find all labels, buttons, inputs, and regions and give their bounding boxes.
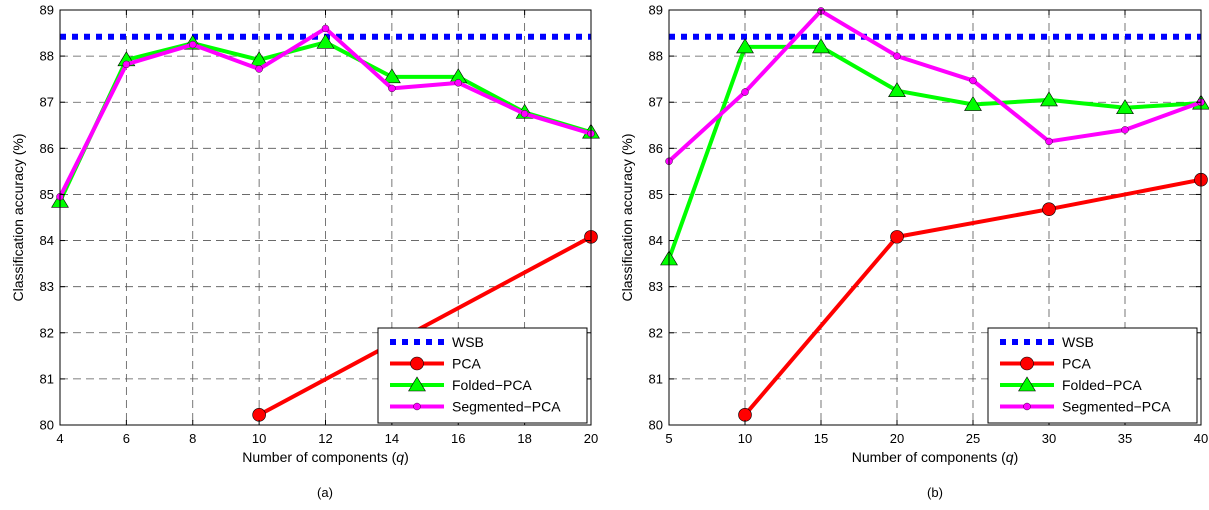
data-point xyxy=(316,33,335,49)
data-point xyxy=(1121,126,1129,134)
data-point xyxy=(736,38,754,54)
y-tick-label: 84 xyxy=(40,233,54,248)
legend-marker xyxy=(410,356,424,371)
data-point xyxy=(893,52,901,60)
data-point xyxy=(388,84,396,93)
data-point xyxy=(1040,91,1058,107)
series-segmented-pca xyxy=(665,7,1205,165)
x-tick-label: 40 xyxy=(1194,431,1208,446)
data-point xyxy=(520,110,529,118)
y-tick-label: 81 xyxy=(649,371,663,386)
axes-frame xyxy=(668,9,1202,426)
data-point xyxy=(321,24,330,33)
y-tick-label: 88 xyxy=(649,49,663,64)
legend-entry: Segmented−PCA xyxy=(1062,399,1171,415)
series-line xyxy=(258,235,592,417)
y-tick-label: 89 xyxy=(40,3,54,18)
y-tick-label: 87 xyxy=(649,95,663,110)
y-axis-label: Classification accuracy (%) xyxy=(10,133,26,301)
legend-marker xyxy=(1023,402,1031,411)
data-point xyxy=(964,95,982,111)
x-tick-label: 5 xyxy=(665,431,672,446)
y-tick-label: 82 xyxy=(40,325,54,340)
data-point xyxy=(122,60,131,69)
series-line xyxy=(667,44,1202,260)
data-point xyxy=(255,65,263,73)
chart-panel-b: 5 10 15 20 25 30 35 40 80 81 82 83 84 85 86 87 88 89 Numbe… xyxy=(619,3,1209,500)
data-point xyxy=(382,68,401,84)
y-tick-label: 89 xyxy=(649,3,663,18)
series-folded-pca xyxy=(660,38,1209,266)
x-tick-label: 10 xyxy=(252,431,266,446)
y-tick-label: 80 xyxy=(649,418,663,433)
panel-label: (a) xyxy=(317,485,333,500)
data-point xyxy=(812,38,830,54)
legend-entry: WSB xyxy=(1062,334,1094,350)
y-tick-label: 82 xyxy=(649,325,663,340)
y-tick-label: 83 xyxy=(649,279,663,294)
legend-entry: Segmented−PCA xyxy=(452,399,561,415)
legend-marker xyxy=(1020,356,1034,371)
x-tick-label: 30 xyxy=(1042,431,1056,446)
y-tick-label: 80 xyxy=(40,418,54,433)
data-point xyxy=(890,230,904,244)
x-axis-label: Number of components (q) xyxy=(852,449,1019,465)
data-point xyxy=(1045,137,1053,146)
x-tick-label: 6 xyxy=(123,431,130,446)
data-point xyxy=(738,408,752,422)
y-tick-label: 87 xyxy=(40,95,54,110)
legend: WSB PCA Folded−PCA Segmented−PCA xyxy=(987,327,1198,424)
x-tick-label: 8 xyxy=(189,431,196,446)
x-tick-label: 18 xyxy=(517,431,531,446)
x-tick-label: 14 xyxy=(385,431,399,446)
x-tick-label: 25 xyxy=(966,431,980,446)
x-tick-label: 35 xyxy=(1118,431,1132,446)
legend-marker xyxy=(1018,376,1036,392)
x-tick-label: 20 xyxy=(584,431,598,446)
x-tick-label: 16 xyxy=(451,431,465,446)
y-tick-label: 88 xyxy=(40,49,54,64)
data-point xyxy=(454,79,462,87)
data-point xyxy=(1042,202,1056,216)
panel-label: (b) xyxy=(927,485,943,500)
legend-entry: Folded−PCA xyxy=(452,377,532,393)
legend-entry: Folded−PCA xyxy=(1062,377,1142,393)
data-point xyxy=(888,82,906,97)
x-tick-label: 15 xyxy=(814,431,828,446)
y-tick-label: 85 xyxy=(649,187,663,202)
series-line xyxy=(743,177,1202,417)
data-point xyxy=(969,76,977,85)
y-tick-label: 85 xyxy=(40,187,54,202)
legend-entry: WSB xyxy=(452,334,484,350)
y-tick-label: 86 xyxy=(649,141,663,156)
legend-box xyxy=(987,327,1198,424)
y-axis-label: Classification accuracy (%) xyxy=(619,133,635,301)
y-tick-label: 84 xyxy=(649,233,663,248)
x-tick-label: 12 xyxy=(318,431,332,446)
y-tick-label: 86 xyxy=(40,141,54,156)
legend-entry: PCA xyxy=(1062,356,1091,372)
legend-entry: PCA xyxy=(452,356,481,372)
y-tick-label: 83 xyxy=(40,279,54,294)
legend-marker xyxy=(408,376,426,392)
legend: WSB PCA Folded−PCA Segmented−PCA xyxy=(377,327,588,424)
data-point xyxy=(252,408,266,422)
legend-marker xyxy=(413,402,421,411)
data-point xyxy=(741,88,749,96)
x-tick-label: 10 xyxy=(738,431,752,446)
grid xyxy=(60,10,591,425)
data-point xyxy=(1116,99,1134,115)
series-line xyxy=(667,8,1202,163)
chart-panel-a: 4 6 8 10 12 14 16 18 20 80 81 82 83 84 85 86 87 88 89 Numbe… xyxy=(10,3,600,500)
x-axis-label: Number of components (q) xyxy=(242,449,409,465)
x-tick-label: 4 xyxy=(56,431,63,446)
data-point xyxy=(189,40,197,49)
x-tick-label: 20 xyxy=(890,431,904,446)
y-tick-label: 81 xyxy=(40,371,54,386)
